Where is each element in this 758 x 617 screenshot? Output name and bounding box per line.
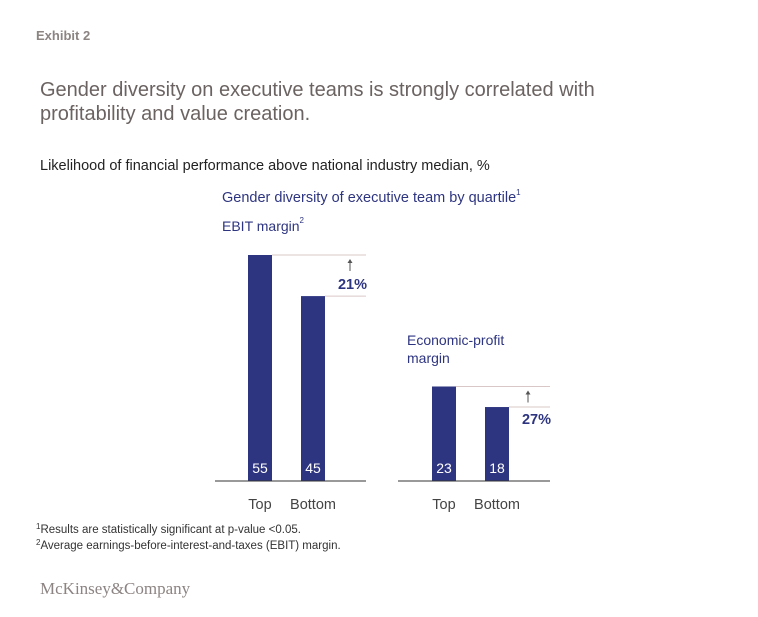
footnote-1: 1Results are statistically significant a…	[36, 522, 301, 536]
group-title-footnote-ref: 1	[516, 188, 521, 197]
up-arrow-head-icon	[347, 259, 353, 263]
difference-annotation: 27%	[522, 412, 551, 428]
bar-top	[432, 386, 456, 481]
difference-annotation: 21%	[338, 277, 367, 293]
bar-top	[248, 255, 272, 481]
category-label: Top	[432, 497, 455, 513]
footnote-2-text: Average earnings-before-interest-and-tax…	[40, 540, 341, 552]
page-title: Gender diversity on executive teams is s…	[40, 79, 595, 125]
bar-bottom	[301, 296, 325, 481]
chart-subtitle: Likelihood of financial performance abov…	[40, 158, 490, 174]
ebit-footnote-ref: 2	[299, 216, 304, 225]
mckinsey-logo: McKinsey&Company	[40, 579, 191, 598]
exhibit-label: Exhibit 2	[36, 28, 91, 43]
data-label: 18	[489, 460, 505, 476]
up-arrow-head-icon	[525, 390, 531, 395]
group-title: Gender diversity of executive team by qu…	[222, 188, 521, 206]
group-title-text: Gender diversity of executive team by qu…	[222, 190, 517, 206]
economic-profit-chart-title: Economic-profit margin	[407, 332, 505, 366]
data-label: 55	[252, 460, 268, 476]
footnote-2: 2Average earnings-before-interest-and-ta…	[36, 538, 341, 552]
bar-bottom	[485, 407, 509, 481]
data-label: 23	[436, 460, 452, 476]
footnote-1-marker: 1	[36, 522, 41, 531]
ebit-chart-title: EBIT margin2	[222, 216, 304, 234]
category-label: Bottom	[290, 497, 336, 513]
footnote-2-marker: 2	[36, 538, 41, 547]
ebit-title-text: EBIT margin	[222, 218, 300, 234]
footnote-1-text: Results are statistically significant at…	[40, 524, 301, 536]
category-label: Bottom	[474, 497, 520, 513]
category-label: Top	[248, 497, 271, 513]
data-label: 45	[305, 460, 321, 476]
